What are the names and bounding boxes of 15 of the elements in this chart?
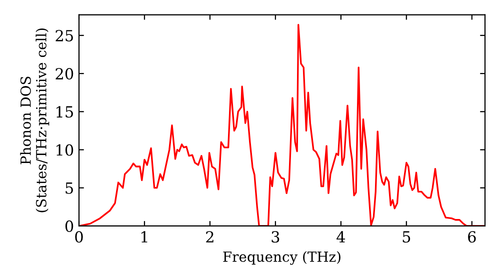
y-tick-label: 25	[56, 30, 73, 42]
y-tick-label: 5	[66, 182, 73, 194]
x-tick-label: 4	[336, 231, 346, 242]
x-tick-label: 5	[402, 231, 410, 243]
x-tick-label: 1	[141, 231, 148, 242]
y-tick-label: 15	[56, 106, 73, 118]
x-tick-label: 2	[206, 231, 214, 242]
y-tick-label: 0	[65, 220, 74, 232]
x-tick-label: 3	[272, 231, 280, 243]
x-tick-label: 0	[75, 231, 83, 243]
y-axis-title: Phonon DOS (States/THz·primitive cell)	[20, 28, 50, 212]
x-axis-title: Frequency (THz)	[223, 251, 340, 265]
x-tick-label: 6	[468, 231, 476, 243]
y-tick-label: 10	[56, 144, 74, 156]
y-tick-label: 20	[56, 68, 74, 80]
